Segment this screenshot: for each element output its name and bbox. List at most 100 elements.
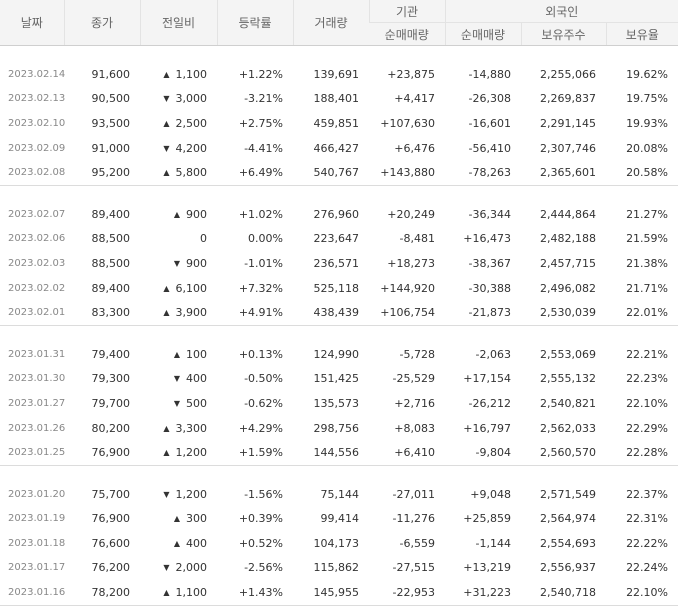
volume-cell: 276,960 [313,207,360,221]
close-cell: 79,700 [91,396,131,410]
foreign-ratio-cell: 21.27% [626,207,669,221]
up-triangle-icon: ▲ [163,588,170,598]
foreign-ratio-cell: 20.08% [626,141,669,155]
rate-cell: -0.62% [244,396,283,410]
table-row: 2023.01.26 80,200 ▲ 3,300 +4.29% 298,756 +8,08… [0,416,678,441]
table-row: 2023.01.20 75,700 ▼ 1,200 -1.56% 75,144 -27,01… [0,482,678,507]
inst-net-cell: -5,728 [399,347,435,361]
change-cell: ▼ 500 [140,391,217,416]
change-cell: ▼ 3,000 [140,87,217,112]
date-cell: 2023.01.26 [8,422,66,434]
rate-cell: -1.01% [244,256,283,270]
inst-net-cell: -8,481 [399,232,435,246]
rate-cell: +6.49% [238,166,283,180]
inst-net-cell: +144,920 [380,281,435,295]
table-row: 2023.01.19 76,900 ▲ 300 +0.39% 99,414 -11,276 +… [0,507,678,532]
foreign-net-cell: -2,063 [475,347,511,361]
foreign-net-cell: +13,219 [463,561,511,575]
change-value: 1,200 [175,446,208,460]
change-cell: ▼ 1,200 [140,482,217,507]
table-row: 2023.02.14 91,600 ▲ 1,100 +1.22% 139,691 +23,8… [0,62,678,87]
inst-net-cell: +23,875 [387,67,435,81]
rate-cell: -1.56% [244,487,283,501]
change-value: 100 [186,347,207,361]
col-inst-net-header: 순매매량 [369,22,445,46]
col-volume-header: 거래량 [292,0,369,46]
spacer-cell [0,184,678,202]
change-value: 500 [186,396,207,410]
foreign-ratio-cell: 22.29% [626,421,669,435]
foreign-hold-cell: 2,269,837 [540,92,596,106]
foreign-ratio-cell: 20.58% [626,166,669,180]
volume-cell: 438,439 [313,306,360,320]
change-cell: 0 [140,227,217,252]
volume-cell: 145,955 [293,580,369,606]
inst-net-cell: +4,417 [394,92,435,106]
change-cell: ▲ 6,100 [140,276,217,301]
rate-cell: -4.41% [244,141,283,155]
change-value: 6,100 [175,281,208,295]
change-cell: ▼ 400 [140,367,217,392]
date-cell: 2023.01.16 [0,580,65,606]
table-row: 2023.02.02 89,400 ▲ 6,100 +7.32% 525,118 +144,… [0,276,678,301]
rate-cell: -3.21% [244,92,283,106]
up-triangle-icon: ▲ [173,538,180,548]
foreign-net-cell: +16,797 [463,421,511,435]
date-cell: 2023.02.13 [8,93,66,105]
close-cell: 90,500 [91,92,131,106]
foreign-ratio-cell: 21.59% [626,232,669,246]
change-value: 3,300 [175,421,208,435]
volume-cell: 466,427 [313,141,360,155]
foreign-net-cell: +31,223 [445,580,521,606]
foreign-hold-cell: 2,496,082 [540,281,596,295]
rate-cell: -0.50% [244,372,283,386]
foreign-hold-cell: 2,553,069 [540,347,596,361]
change-value: 0 [200,232,207,246]
change-cell: ▲ 3,900 [140,300,217,325]
foreign-hold-cell: 2,457,715 [540,256,596,270]
rate-cell: -2.56% [244,561,283,575]
group-spacer [0,464,678,482]
close-cell: 79,400 [91,347,131,361]
foreign-net-cell: -38,367 [468,256,511,270]
date-cell: 2023.01.18 [8,537,66,549]
change-value: 2,000 [175,561,208,575]
foreign-group-header: 외국인 [444,0,678,23]
inst-net-cell: -27,011 [392,487,435,501]
inst-group-header: 기관 [368,0,445,23]
change-cell: ▼ 4,200 [140,136,217,161]
foreign-ratio-cell: 19.62% [626,67,669,81]
change-value: 5,800 [175,166,208,180]
foreign-net-cell: -26,212 [468,396,511,410]
table-row: 2023.02.03 88,500 ▼ 900 -1.01% 236,571 +18,273… [0,251,678,276]
foreign-hold-cell: 2,560,570 [540,446,596,460]
up-triangle-icon: ▲ [163,69,170,79]
foreign-hold-cell: 2,255,066 [540,67,596,81]
foreign-ratio-cell: 22.28% [626,446,669,460]
date-cell: 2023.02.06 [8,233,66,245]
date-cell: 2023.01.25 [8,447,66,459]
change-value: 2,500 [175,116,208,130]
foreign-ratio-cell: 22.21% [626,347,669,361]
foreign-net-cell: -26,308 [468,92,511,106]
down-triangle-icon: ▼ [163,563,170,573]
rate-cell: +0.13% [238,347,283,361]
up-triangle-icon: ▲ [173,349,180,359]
date-cell: 2023.01.20 [8,488,66,500]
close-cell: 76,200 [91,561,131,575]
date-cell: 2023.01.31 [8,348,66,360]
up-triangle-icon: ▲ [173,209,180,219]
foreign-ratio-cell: 22.37% [626,487,669,501]
col-rate-header: 등락률 [216,0,293,46]
close-cell: 76,900 [91,446,131,460]
down-triangle-icon: ▼ [173,374,180,384]
foreign-net-cell: -21,873 [468,306,511,320]
down-triangle-icon: ▼ [173,258,180,268]
inst-net-cell: +6,476 [394,141,435,155]
table-body: 2023.02.14 91,600 ▲ 1,100 +1.22% 139,691 +23,8… [0,45,678,606]
foreign-ratio-cell: 22.10% [606,580,678,606]
up-triangle-icon: ▲ [163,168,170,178]
volume-cell: 298,756 [313,421,360,435]
close-cell: 80,200 [91,421,131,435]
volume-cell: 151,425 [313,372,360,386]
